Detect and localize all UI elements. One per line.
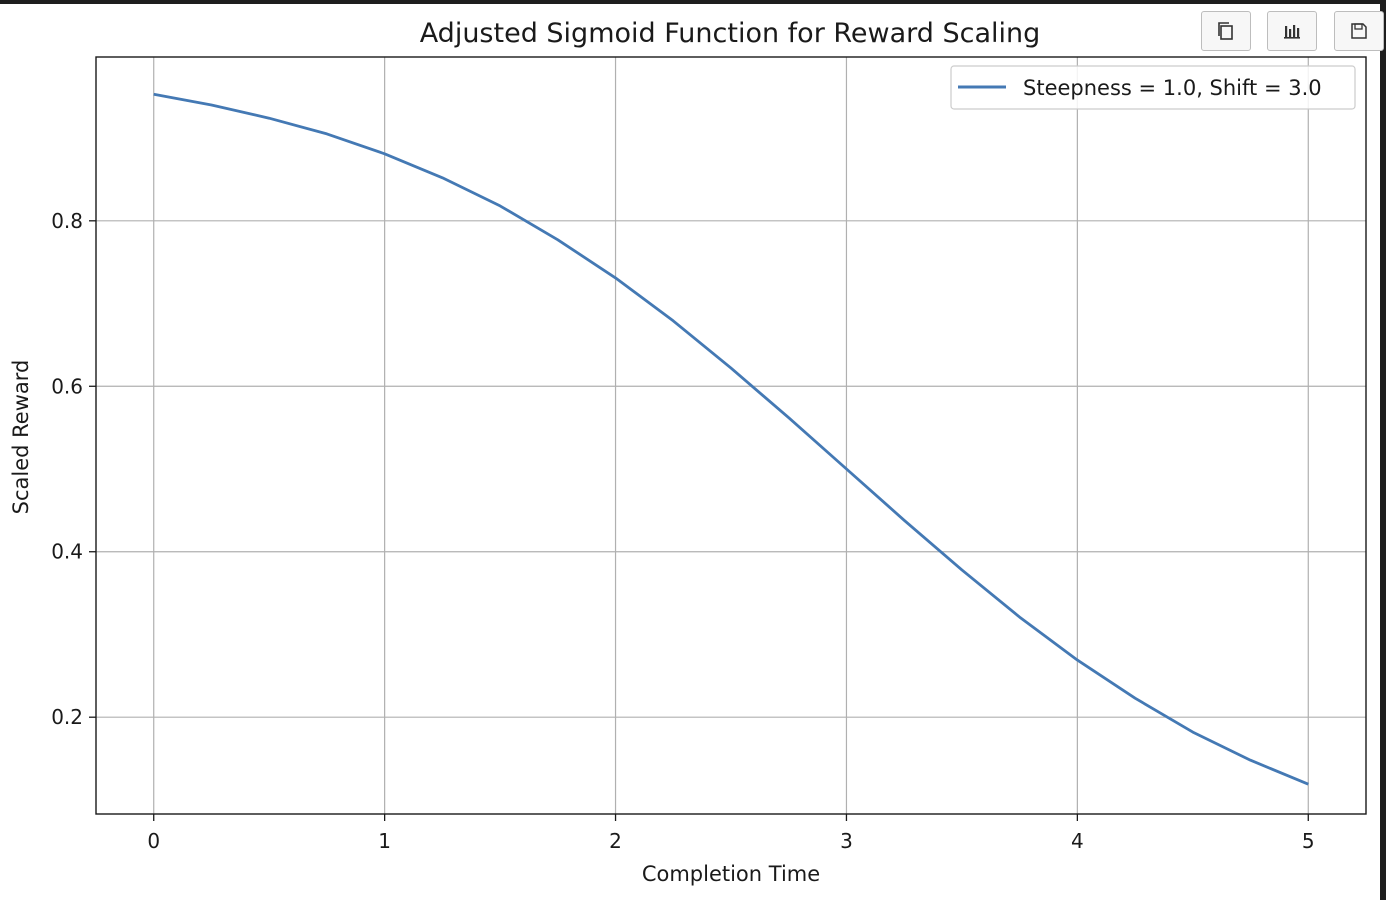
y-tick-label: 0.4 [51,540,83,564]
series-line [153,92,1309,786]
save-icon [1350,22,1368,40]
y-axis-ticks: 0.2 0.4 0.6 0.8 [51,209,96,729]
x-tick-label: 0 [147,829,160,853]
x-tick-label: 5 [1302,829,1315,853]
chart-title: Adjusted Sigmoid Function for Reward Sca… [420,18,1041,49]
x-tick-label: 4 [1071,829,1084,853]
legend-box [950,65,1356,110]
grid-lines [96,57,1366,814]
chart-view-button[interactable] [1267,11,1317,51]
copy-icon [1216,20,1236,42]
y-tick-label: 0.6 [51,374,83,398]
legend-label: Steepness = 1.0, Shift = 3.0 [1023,76,1322,100]
x-axis-ticks: 0 1 2 3 4 5 [147,814,1315,853]
save-button[interactable] [1334,11,1384,51]
x-tick-label: 1 [378,829,391,853]
x-axis-label: Completion Time [642,862,820,886]
y-axis-label: Scaled Reward [9,360,33,515]
series-group [153,92,1309,786]
legend: Steepness = 1.0, Shift = 3.0 [950,65,1356,110]
chart-toolbar [1201,11,1384,54]
y-tick-label: 0.8 [51,209,83,233]
copy-button[interactable] [1201,11,1251,51]
y-tick-label: 0.2 [51,705,83,729]
x-tick-label: 2 [609,829,622,853]
window-right-edge [1380,0,1386,900]
x-tick-label: 3 [840,829,853,853]
plot-frame [95,56,1367,815]
chart-icon [1282,22,1302,40]
window-top-edge [0,0,1386,4]
